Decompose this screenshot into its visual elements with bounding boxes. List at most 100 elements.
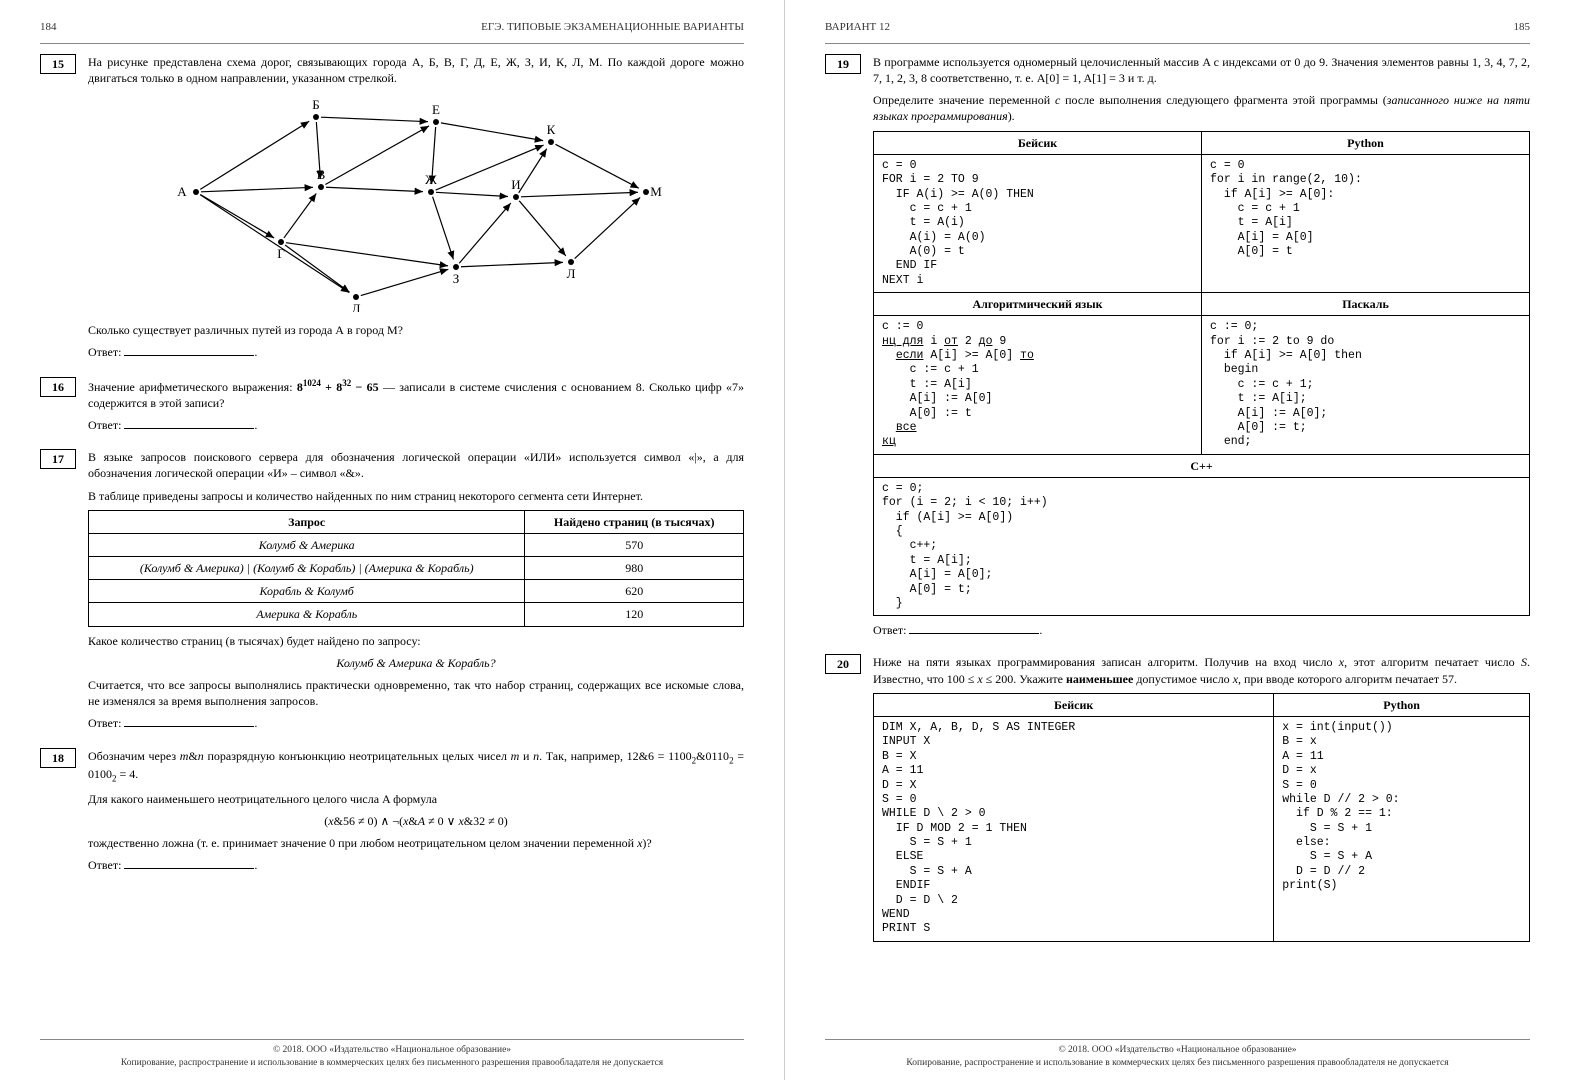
footer-right: © 2018. ООО «Издательство «Национальное … — [825, 1039, 1530, 1070]
cell-q: Колумб & Америка — [89, 533, 525, 556]
task-20-number: 20 — [825, 654, 861, 674]
header-book-title: ЕГЭ. ТИПОВЫЕ ЭКЗАМЕНАЦИОННЫЕ ВАРИАНТЫ — [481, 20, 744, 35]
footer-copyright: © 2018. ООО «Издательство «Национальное … — [1058, 1045, 1296, 1055]
task-16-number: 16 — [40, 377, 76, 397]
task-17-q2: Колумб & Америка & Корабль? — [88, 655, 744, 671]
answer-blank — [124, 417, 254, 429]
cell-n: 570 — [525, 533, 744, 556]
page-header-left: 184 ЕГЭ. ТИПОВЫЕ ЭКЗАМЕНАЦИОННЫЕ ВАРИАНТ… — [40, 20, 744, 35]
svg-text:М: М — [650, 184, 662, 199]
code-python-20: x = int(input()) B = x A = 11 D = x S = … — [1274, 717, 1530, 942]
header-cpp: C++ — [874, 454, 1530, 477]
task-17-table: Запрос Найдено страниц (в тысячах) Колум… — [88, 510, 744, 627]
task-16-body: Значение арифметического выражения: 8102… — [88, 377, 744, 440]
cell-q: Корабль & Колумб — [89, 580, 525, 603]
task-20-text: Ниже на пяти языках программирования зап… — [873, 654, 1530, 686]
footer-note: Копирование, распространение и использов… — [121, 1058, 663, 1068]
task-18-p2: Для какого наименьшего неотрицательного … — [88, 791, 744, 807]
cell-n: 120 — [525, 603, 744, 626]
answer-blank — [124, 715, 254, 727]
header-basic-20: Бейсик — [874, 693, 1274, 716]
header-python-20: Python — [1274, 693, 1530, 716]
code-basic: c = 0 FOR i = 2 TO 9 IF A(i) >= A(0) THE… — [874, 154, 1202, 292]
task-17-note: Считается, что все запросы выполнялись п… — [88, 677, 744, 709]
task-15-body: На рисунке представлена схема дорог, свя… — [88, 54, 744, 367]
book-spread: 184 ЕГЭ. ТИПОВЫЕ ЭКЗАМЕНАЦИОННЫЕ ВАРИАНТ… — [0, 0, 1570, 1080]
task-15: 15 На рисунке представлена схема дорог, … — [40, 54, 744, 367]
task-20-code-table: Бейсик Python DIM X, A, B, D, S AS INTEG… — [873, 693, 1530, 942]
answer-label: Ответ: — [873, 623, 909, 637]
svg-text:Л: Л — [567, 266, 576, 281]
footer-left: © 2018. ООО «Издательство «Национальное … — [40, 1039, 744, 1070]
header-basic: Бейсик — [874, 131, 1202, 154]
code-alg: c := 0 нц для i от 2 до 9 если A[i] >= A… — [874, 316, 1202, 454]
task-17-p2: В таблице приведены запросы и количество… — [88, 488, 744, 504]
answer-label: Ответ: — [88, 418, 124, 432]
task-18-p1: Обозначим через m&n поразрядную конъюнкц… — [88, 748, 744, 785]
header-variant: ВАРИАНТ 12 — [825, 20, 890, 35]
task-18-answer: Ответ: . — [88, 857, 744, 873]
svg-text:Д: Д — [352, 301, 361, 312]
answer-label: Ответ: — [88, 345, 124, 359]
header-alg: Алгоритмический язык — [874, 293, 1202, 316]
footer-copyright: © 2018. ООО «Издательство «Национальное … — [273, 1045, 511, 1055]
code-pascal: c := 0; for i := 2 to 9 do if A[i] >= A[… — [1202, 316, 1530, 454]
table-row: Колумб & Америка570 — [89, 533, 744, 556]
svg-text:К: К — [547, 122, 556, 137]
answer-label: Ответ: — [88, 716, 124, 730]
answer-blank — [909, 622, 1039, 634]
cell-n: 620 — [525, 580, 744, 603]
answer-blank — [124, 857, 254, 869]
task-16: 16 Значение арифметического выражения: 8… — [40, 377, 744, 440]
svg-text:Г: Г — [277, 246, 285, 261]
task-15-question: Сколько существует различных путей из го… — [88, 322, 744, 338]
task-18-number: 18 — [40, 748, 76, 768]
cell-q: (Колумб & Америка) | (Колумб & Корабль) … — [89, 557, 525, 580]
task-18: 18 Обозначим через m&n поразрядную конъю… — [40, 748, 744, 880]
cell-n: 980 — [525, 557, 744, 580]
svg-text:А: А — [177, 184, 187, 199]
task-20: 20 Ниже на пяти языках программирования … — [825, 654, 1530, 947]
task-17-p1: В языке запросов поискового сервера для … — [88, 449, 744, 481]
page-num-185: 185 — [1514, 20, 1531, 35]
svg-text:И: И — [511, 177, 520, 192]
page-header-right: ВАРИАНТ 12 185 — [825, 20, 1530, 35]
svg-text:Е: Е — [432, 102, 440, 117]
code-cpp: c = 0; for (i = 2; i < 10; i++) if (A[i]… — [874, 477, 1530, 615]
header-rule — [825, 43, 1530, 44]
task-18-formula: (x&56 ≠ 0) ∧ ¬(x&A ≠ 0 ∨ x&32 ≠ 0) — [88, 813, 744, 829]
task-17-body: В языке запросов поискового сервера для … — [88, 449, 744, 737]
table-row: (Колумб & Америка) | (Колумб & Корабль) … — [89, 557, 744, 580]
task-19-answer: Ответ: . — [873, 622, 1530, 638]
svg-text:Ж: Ж — [425, 172, 437, 187]
task-20-body: Ниже на пяти языках программирования зап… — [873, 654, 1530, 947]
task-19-p1: В программе используется одномерный цело… — [873, 54, 1530, 86]
svg-text:Б: Б — [312, 97, 319, 112]
task-16-answer: Ответ: . — [88, 417, 744, 433]
footer-note: Копирование, распространение и использов… — [906, 1058, 1448, 1068]
task-15-answer: Ответ: . — [88, 344, 744, 360]
page-num-184: 184 — [40, 20, 57, 35]
col-pages: Найдено страниц (в тысячах) — [525, 510, 744, 533]
svg-text:З: З — [453, 271, 460, 286]
task-19-p2: Определите значение переменной c после в… — [873, 92, 1530, 124]
task-18-body: Обозначим через m&n поразрядную конъюнкц… — [88, 748, 744, 880]
task-18-p3: тождественно ложна (т. е. принимает знач… — [88, 835, 744, 851]
task-16-text: Значение арифметического выражения: 8102… — [88, 377, 744, 411]
task-15-text: На рисунке представлена схема дорог, свя… — [88, 54, 744, 86]
answer-blank — [124, 344, 254, 356]
page-184: 184 ЕГЭ. ТИПОВЫЕ ЭКЗАМЕНАЦИОННЫЕ ВАРИАНТ… — [0, 0, 785, 1080]
cell-q: Америка & Корабль — [89, 603, 525, 626]
header-rule — [40, 43, 744, 44]
task-17-q1: Какое количество страниц (в тысячах) буд… — [88, 633, 744, 649]
task-17-number: 17 — [40, 449, 76, 469]
page-185: ВАРИАНТ 12 185 19 В программе использует… — [785, 0, 1570, 1080]
header-python: Python — [1202, 131, 1530, 154]
code-basic-20: DIM X, A, B, D, S AS INTEGER INPUT X B =… — [874, 717, 1274, 942]
answer-label: Ответ: — [88, 858, 124, 872]
table-row: Америка & Корабль120 — [89, 603, 744, 626]
table-row: Корабль & Колумб620 — [89, 580, 744, 603]
col-query: Запрос — [89, 510, 525, 533]
task-17-answer: Ответ: . — [88, 715, 744, 731]
code-python: c = 0 for i in range(2, 10): if A[i] >= … — [1202, 154, 1530, 292]
